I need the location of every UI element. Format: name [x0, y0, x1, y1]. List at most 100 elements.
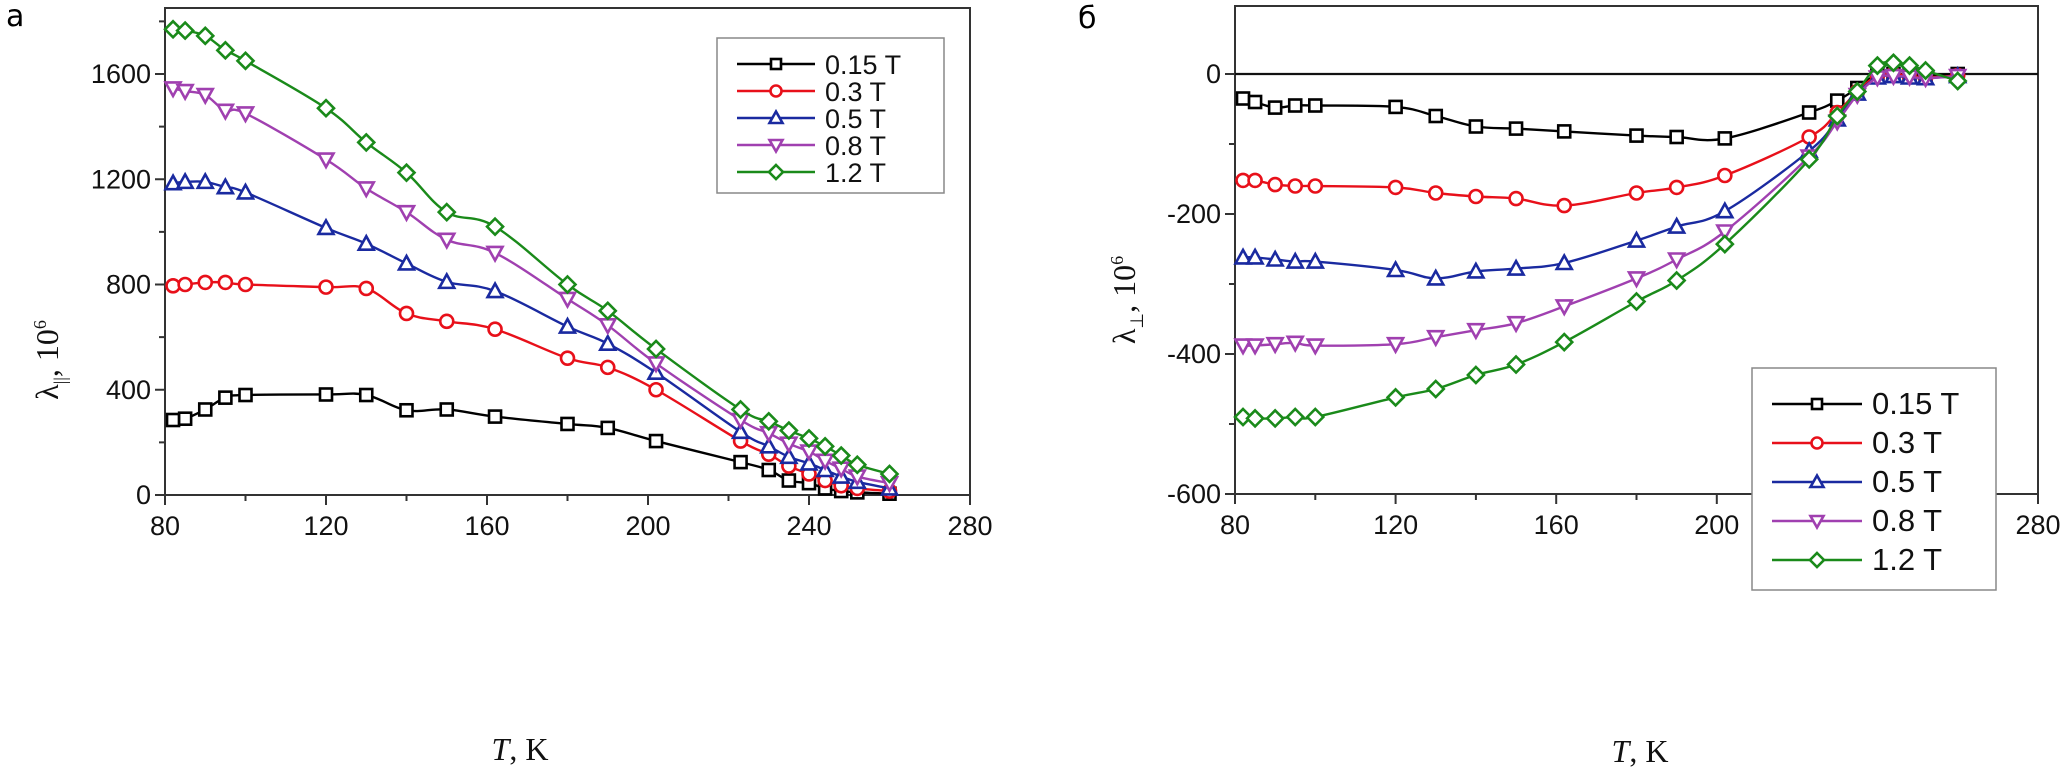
data-point — [1385, 336, 1406, 355]
series-0-8-t — [1233, 68, 1968, 356]
data-point — [1626, 291, 1647, 312]
data-point — [815, 436, 835, 457]
legend-label: 0.15 T — [825, 50, 901, 80]
series-group-a — [163, 19, 900, 501]
data-point — [195, 87, 215, 106]
axes-a: 80 120 160 200 240 280 0 400 800 1200 1600 — [91, 20, 993, 541]
data-point — [559, 350, 576, 366]
data-point — [1265, 249, 1285, 267]
data-point — [1233, 407, 1253, 427]
data-point — [1287, 98, 1303, 113]
data-point — [1235, 91, 1251, 106]
data-point — [165, 412, 181, 428]
legend-label: 0.3 T — [1872, 425, 1942, 460]
data-point — [1506, 258, 1526, 276]
data-point — [1801, 105, 1817, 120]
data-point — [815, 453, 835, 471]
svg-text:λ⊥, 106: λ⊥, 106 — [1106, 256, 1147, 344]
data-point — [730, 421, 751, 440]
data-point — [1385, 387, 1406, 408]
y-axis-title-b: λ⊥, 106 — [1106, 256, 1147, 344]
y-tick-label: 400 — [106, 375, 151, 405]
y-axis-unit-b: , 10 — [1106, 265, 1142, 313]
data-point — [396, 253, 417, 271]
data-point — [235, 106, 256, 124]
data-point — [1669, 129, 1684, 145]
data-point — [163, 19, 183, 40]
data-point — [235, 51, 256, 71]
data-point — [437, 271, 457, 290]
data-point — [485, 280, 505, 299]
data-point — [733, 454, 748, 470]
data-point — [487, 409, 503, 424]
legend-marker — [1810, 397, 1824, 411]
data-point — [879, 464, 900, 484]
data-point — [177, 411, 193, 426]
legend-item: 1.2 T — [1772, 542, 1942, 577]
data-point — [1428, 108, 1444, 124]
legend-item: 0.15 T — [1772, 386, 1959, 421]
y-axis-subscript-b: ⊥ — [1127, 313, 1147, 329]
legend-marker — [767, 138, 785, 155]
data-point — [1426, 268, 1446, 286]
data-point — [398, 305, 415, 322]
data-point — [1267, 176, 1283, 193]
data-point — [1666, 252, 1687, 270]
data-point — [316, 98, 336, 119]
series-line — [172, 180, 890, 490]
data-point — [218, 390, 233, 405]
legend-label: 0.15 T — [1872, 386, 1959, 421]
data-point — [175, 20, 195, 41]
legend-item: 0.3 T — [1772, 425, 1942, 460]
data-point — [163, 173, 183, 191]
data-point — [1387, 179, 1404, 196]
data-point — [437, 232, 457, 250]
data-point — [600, 420, 616, 436]
y-tick-label: -600 — [1167, 479, 1221, 509]
series-line — [1242, 61, 1959, 420]
data-point — [175, 171, 195, 190]
x-axis-unit-a: , K — [509, 731, 548, 767]
data-point — [1427, 185, 1444, 201]
data-point — [1899, 55, 1920, 76]
y-axis-unit-a: , 10 — [29, 329, 65, 377]
data-point — [197, 402, 213, 417]
data-point — [175, 83, 195, 102]
series-0-15-t — [165, 387, 897, 501]
data-point — [237, 276, 254, 293]
data-point — [1506, 315, 1526, 334]
data-point — [648, 381, 664, 398]
y-tick-label: 0 — [1206, 59, 1221, 89]
data-point — [215, 103, 236, 122]
data-point — [1285, 251, 1305, 269]
data-point — [318, 279, 334, 295]
x-tick-label: 160 — [1534, 510, 1579, 540]
data-point — [1867, 55, 1888, 76]
data-point — [1715, 224, 1735, 242]
data-point — [1388, 99, 1403, 115]
data-point — [439, 402, 455, 417]
x-axis-title-a: T, K — [492, 731, 549, 767]
y-tick-label: -200 — [1167, 199, 1221, 229]
data-point — [316, 217, 336, 236]
data-point — [1385, 259, 1406, 278]
data-point — [1666, 216, 1687, 234]
x-tick-label: 200 — [625, 511, 670, 541]
data-point — [557, 316, 578, 334]
legend-label: 0.3 T — [825, 77, 886, 107]
data-point — [1628, 185, 1645, 201]
data-point — [1506, 354, 1526, 375]
data-point — [1247, 172, 1263, 189]
x-axis-unit-b: , K — [1629, 733, 1668, 769]
data-point — [215, 40, 236, 61]
data-point — [1305, 251, 1326, 269]
data-point — [779, 446, 799, 465]
data-point — [758, 411, 779, 432]
legend-a: 0.15 T0.3 T0.5 T0.8 T1.2 T — [716, 37, 945, 194]
data-point — [1466, 322, 1486, 341]
legend-label: 1.2 T — [1872, 542, 1942, 577]
legend-item: 0.15 T — [737, 50, 901, 80]
series-0-15-t — [1235, 66, 1965, 146]
data-point — [1915, 60, 1936, 81]
